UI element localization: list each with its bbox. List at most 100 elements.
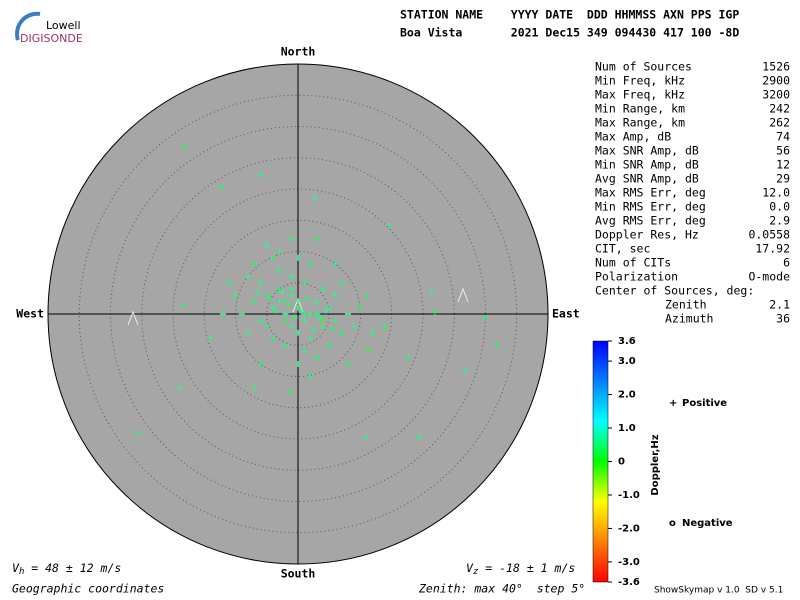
colorbar-tick-label: -3.0 — [618, 557, 640, 568]
colorbar-tick-label: 3.0 — [618, 356, 636, 367]
source-point — [251, 261, 258, 267]
logo-top: Lowell — [46, 19, 81, 32]
source-point — [254, 289, 261, 296]
vz-label: Vz = -18 ± 1 m/s — [466, 561, 575, 577]
source-point — [338, 279, 345, 286]
stat-label: Avg RMS Err, deg — [595, 214, 706, 228]
source-point — [386, 222, 393, 229]
footer-right: ShowSkymap v 1.0 SD v 5.1 — [654, 586, 783, 596]
colorbar-label: Doppler,Hz — [650, 434, 661, 495]
source-point — [461, 367, 468, 374]
source-point — [313, 236, 320, 242]
source-point — [288, 236, 295, 242]
source-point — [285, 301, 292, 308]
source-point — [310, 326, 317, 333]
source-point — [326, 342, 333, 349]
stat-value: 262 — [769, 116, 790, 130]
source-point — [345, 311, 351, 317]
source-point — [313, 298, 320, 305]
legend-label: Negative — [682, 518, 733, 529]
source-point — [273, 307, 280, 314]
source-point — [332, 261, 339, 267]
source-point — [257, 317, 264, 324]
stat-label: Center of Sources, deg: — [595, 284, 754, 298]
source-point — [304, 295, 311, 302]
source-point — [282, 317, 289, 324]
stat-value: 12 — [776, 158, 790, 172]
source-point — [282, 298, 289, 305]
source-point — [357, 304, 364, 311]
source-point — [320, 317, 326, 323]
source-point — [270, 336, 276, 342]
stat-label: Min SNR Amp, dB — [595, 158, 699, 172]
header-row: STATION NAME YYYY DATE DDD HHMMSS AXN PP… — [400, 8, 739, 22]
stat-value: 0.0 — [769, 200, 790, 214]
source-point — [263, 242, 270, 249]
stat-label: Min Freq, kHz — [595, 74, 685, 88]
stat-label: Num of CITs — [595, 256, 671, 270]
antenna-marker — [457, 287, 469, 303]
source-point — [288, 323, 295, 330]
source-point — [266, 295, 273, 302]
source-point — [207, 336, 214, 342]
source-point — [238, 311, 245, 317]
source-point — [135, 429, 141, 436]
source-point — [263, 323, 270, 330]
source-point — [345, 361, 351, 367]
source-point — [180, 302, 186, 309]
source-point — [428, 289, 435, 296]
stat-value: 1526 — [762, 60, 790, 74]
stat-label: Polarization — [595, 270, 678, 284]
vh-symbol: V — [12, 561, 20, 575]
source-point — [291, 314, 298, 321]
source-point — [288, 292, 295, 299]
source-point — [382, 323, 389, 330]
source-point — [313, 354, 320, 361]
source-point — [176, 384, 183, 391]
stat-label: Zenith — [665, 298, 707, 312]
source-point — [307, 373, 314, 380]
source-point — [282, 311, 289, 317]
stat-value: 2.1 — [769, 298, 790, 312]
source-point — [332, 317, 339, 324]
colorbar-tick-label: -1.0 — [618, 490, 640, 501]
source-point — [313, 311, 320, 317]
colorbar-tick-label: 1.0 — [618, 423, 636, 434]
legend-marker: + — [669, 398, 677, 409]
dir-label: South — [281, 567, 316, 581]
colorbar-tick-label: 0 — [618, 457, 625, 468]
source-point — [270, 304, 276, 311]
source-point — [370, 329, 376, 336]
source-point — [276, 298, 283, 305]
source-point — [288, 286, 295, 292]
source-point — [405, 354, 411, 361]
source-point — [270, 254, 276, 261]
source-point — [298, 307, 305, 314]
stat-label: Min RMS Err, deg — [595, 200, 706, 214]
source-point — [226, 279, 233, 286]
source-point — [329, 326, 336, 333]
vz-sub: z — [473, 567, 478, 577]
stat-value: 2.9 — [769, 214, 790, 228]
legend-marker: o — [669, 518, 676, 529]
stat-value: 29 — [776, 172, 790, 186]
source-point — [218, 184, 225, 191]
vh-text: = 48 ± 12 m/s — [24, 561, 121, 575]
stat-value: 2900 — [762, 74, 790, 88]
stat-value: 242 — [769, 102, 790, 116]
source-point — [326, 304, 333, 311]
source-point — [276, 286, 283, 292]
footer-left: Geographic coordinates — [12, 582, 164, 596]
stat-value: O-mode — [748, 270, 790, 284]
source-point — [311, 194, 318, 201]
stat-label: Max Freq, kHz — [595, 88, 685, 102]
stat-value: 36 — [776, 312, 790, 326]
stat-value: 3200 — [762, 88, 790, 102]
stat-label: Max RMS Err, deg — [595, 186, 706, 200]
source-point — [257, 172, 264, 179]
stat-value: 0.0558 — [748, 228, 790, 242]
source-point — [351, 323, 358, 330]
source-point — [251, 298, 258, 305]
stat-label: Doppler Res, Hz — [595, 228, 699, 242]
